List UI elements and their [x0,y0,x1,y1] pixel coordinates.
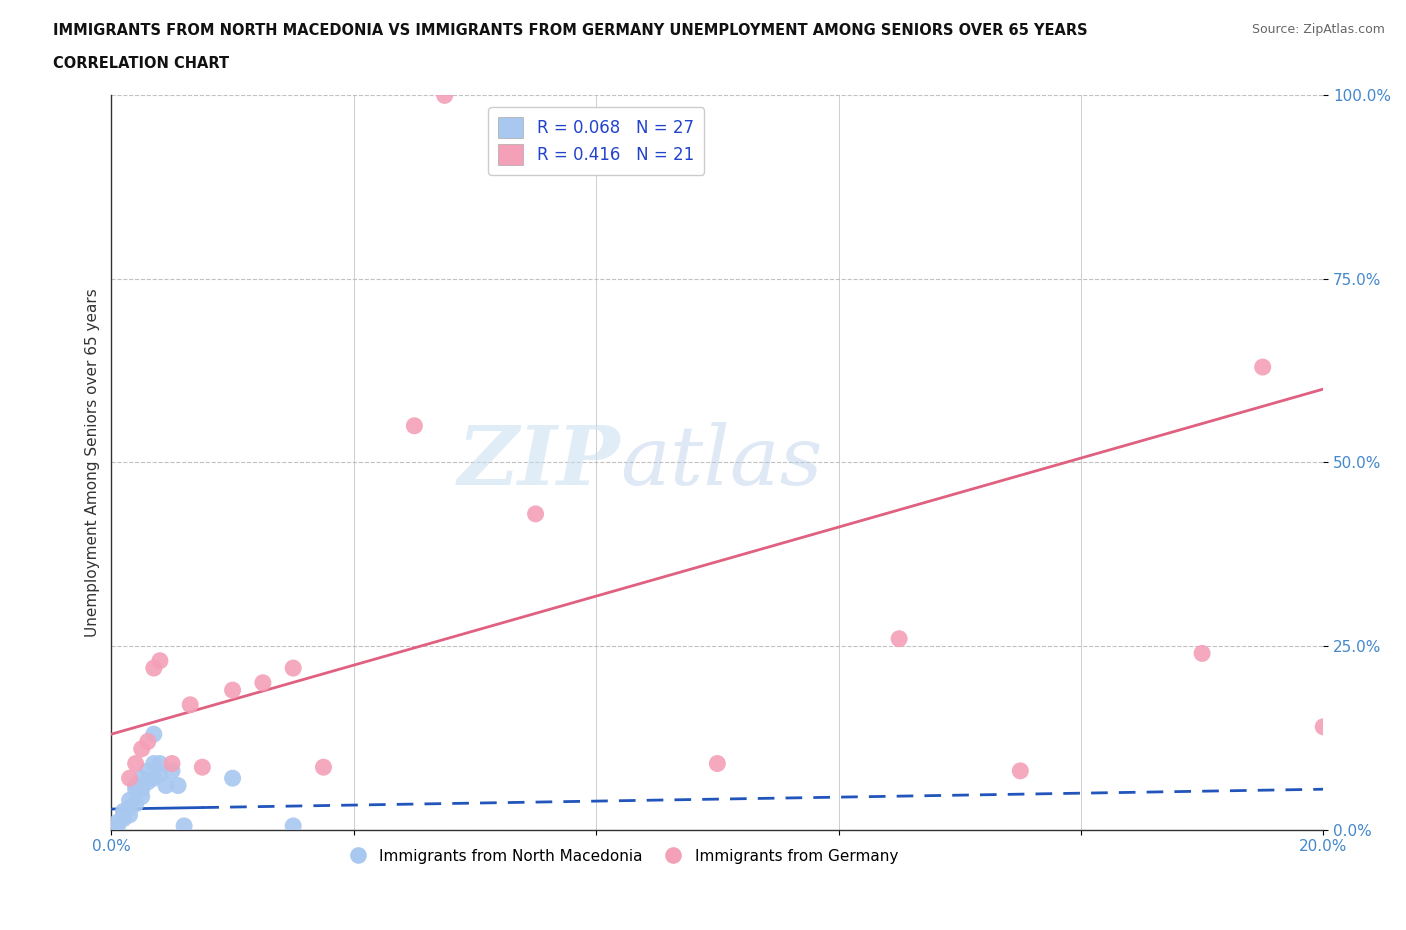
Point [312,760,335,775]
Point [283,660,305,675]
Point [131,790,153,804]
Point [283,818,305,833]
Point [160,764,183,778]
Text: Source: ZipAtlas.com: Source: ZipAtlas.com [1251,23,1385,36]
Point [136,764,159,778]
Point [107,818,129,833]
Point [155,778,177,793]
Legend: Immigrants from North Macedonia, Immigrants from Germany: Immigrants from North Macedonia, Immigra… [336,843,904,870]
Point [1251,360,1274,375]
Point [252,675,274,690]
Text: atlas: atlas [620,422,823,502]
Point [136,775,159,790]
Point [221,683,243,698]
Point [1010,764,1032,778]
Point [149,767,172,782]
Point [118,792,141,807]
Y-axis label: Unemployment Among Seniors over 65 years: Unemployment Among Seniors over 65 years [86,288,100,637]
Point [179,698,201,712]
Point [118,771,141,786]
Point [173,818,195,833]
Point [118,800,141,815]
Point [112,807,135,822]
Point [136,734,159,749]
Point [142,756,165,771]
Point [149,756,172,771]
Point [118,807,141,822]
Point [124,756,146,771]
Point [167,778,190,793]
Point [191,760,214,775]
Point [131,771,153,786]
Point [142,771,165,786]
Point [131,741,153,756]
Point [142,726,165,741]
Point [124,782,146,797]
Point [404,418,426,433]
Point [112,804,135,818]
Point [124,796,146,811]
Point [1312,720,1334,735]
Point [149,653,172,668]
Point [142,660,165,675]
Point [887,631,910,646]
Point [1191,646,1213,661]
Point [112,811,135,826]
Point [524,507,547,522]
Point [107,815,129,830]
Point [433,88,456,103]
Point [160,756,183,771]
Text: ZIP: ZIP [458,422,620,502]
Text: CORRELATION CHART: CORRELATION CHART [53,56,229,71]
Point [124,778,146,793]
Text: IMMIGRANTS FROM NORTH MACEDONIA VS IMMIGRANTS FROM GERMANY UNEMPLOYMENT AMONG SE: IMMIGRANTS FROM NORTH MACEDONIA VS IMMIG… [53,23,1088,38]
Point [706,756,728,771]
Point [221,771,243,786]
Point [131,782,153,797]
